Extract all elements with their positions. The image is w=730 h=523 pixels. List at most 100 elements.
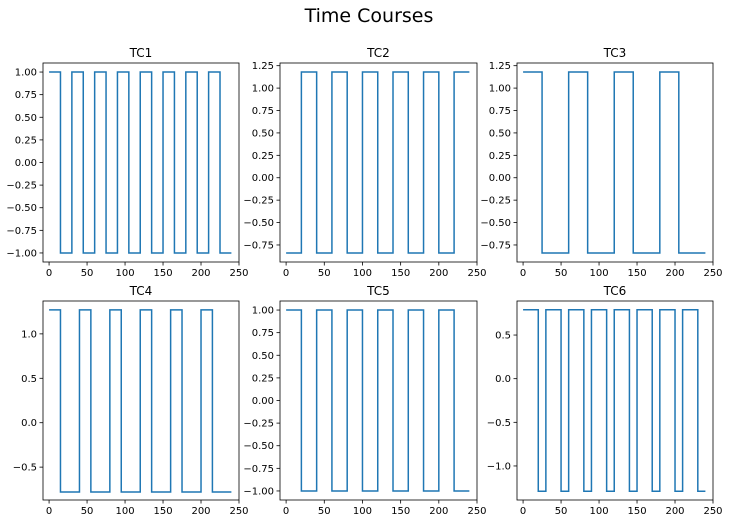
y-tick-label-tc5: 0.25 [252, 373, 274, 384]
y-tick-label-tc2: 1.00 [252, 84, 274, 95]
series-line-tc6 [523, 308, 706, 493]
y-tick-label-tc3: 0.00 [489, 173, 511, 184]
x-tick-label-tc5: 50 [318, 506, 331, 517]
axes-frame-tc3 [516, 62, 714, 263]
x-tick-label-tc1: 200 [191, 268, 210, 279]
y-tick-label-tc5: −1.00 [243, 486, 274, 497]
subplot-title-tc4: TC4 [129, 284, 153, 298]
y-tick-label-tc4: 1.0 [21, 329, 37, 340]
x-tick-label-tc1: 0 [46, 268, 52, 279]
x-tick-label-tc4: 0 [46, 506, 52, 517]
x-tick-label-tc2: 50 [318, 268, 331, 279]
y-tick-label-tc6: 0.5 [495, 331, 511, 342]
y-tick-label-tc5: −0.75 [243, 464, 274, 475]
y-tick-label-tc1: 0.50 [15, 113, 37, 124]
x-tick-label-tc4: 250 [229, 506, 248, 517]
y-tick-label-tc3: 0.25 [489, 151, 511, 162]
y-tick-label-tc1: 0.75 [15, 90, 37, 101]
axes-frame-tc4 [42, 300, 240, 501]
axes-frame-tc6 [516, 300, 714, 501]
y-tick-label-tc5: 0.50 [252, 351, 274, 362]
axes-frame-tc2 [279, 62, 478, 263]
y-tick-label-tc3: 1.00 [489, 84, 511, 95]
subplot-title-tc2: TC2 [366, 46, 390, 60]
series-line-tc1 [49, 71, 232, 254]
x-tick-label-tc2: 100 [353, 268, 372, 279]
x-tick-label-tc3: 0 [520, 268, 526, 279]
y-tick-label-tc3: 0.50 [489, 128, 511, 139]
x-tick-label-tc3: 200 [665, 268, 684, 279]
x-tick-label-tc5: 150 [391, 506, 410, 517]
axes-frame-tc5 [279, 300, 478, 501]
y-tick-label-tc2: −0.50 [243, 218, 274, 229]
y-tick-label-tc3: −0.50 [480, 218, 511, 229]
x-tick-label-tc1: 100 [115, 268, 134, 279]
x-tick-label-tc2: 0 [283, 268, 289, 279]
y-tick-label-tc4: −0.5 [13, 463, 37, 474]
subplot-tc6: TC6 0 50 100 150 200 250 0.5 0.0 −0.5 −1.0 [487, 284, 723, 517]
y-tick-label-tc2: 1.25 [252, 61, 274, 72]
x-tick-label-tc2: 200 [429, 268, 448, 279]
x-tick-label-tc1: 50 [81, 268, 94, 279]
y-tick-label-tc5: 0.75 [252, 328, 274, 339]
subplot-title-tc5: TC5 [366, 284, 390, 298]
y-tick-label-tc1: −0.50 [6, 203, 37, 214]
subplot-title-tc1: TC1 [129, 46, 153, 60]
y-tick-label-tc6: −1.0 [487, 461, 511, 472]
x-tick-label-tc3: 150 [627, 268, 646, 279]
x-tick-label-tc4: 150 [153, 506, 172, 517]
y-tick-label-tc1: −0.75 [6, 226, 37, 237]
x-tick-label-tc2: 250 [467, 268, 486, 279]
x-tick-label-tc2: 150 [391, 268, 410, 279]
subplot-title-tc6: TC6 [603, 284, 627, 298]
x-tick-label-tc6: 200 [665, 506, 684, 517]
y-tick-label-tc2: 0.75 [252, 106, 274, 117]
series-line-tc5 [286, 309, 470, 492]
x-tick-label-tc4: 100 [115, 506, 134, 517]
subplot-tc3: TC3 0 50 100 150 200 250 1.25 1.00 0.75 0.50 0.25 0.… [480, 46, 722, 279]
series-line-tc3 [523, 71, 706, 254]
y-tick-label-tc2: 0.00 [252, 173, 274, 184]
y-tick-label-tc4: 0.0 [21, 418, 37, 429]
subplot-tc1: TC1 0 50 100 150 200 250 1.00 0.75 0.50 0.25 0.00 −0… [6, 46, 248, 279]
x-tick-label-tc5: 100 [353, 506, 372, 517]
y-tick-label-tc2: −0.75 [243, 240, 274, 251]
x-tick-label-tc6: 50 [555, 506, 568, 517]
x-tick-label-tc4: 50 [81, 506, 94, 517]
y-tick-label-tc6: −0.5 [487, 418, 511, 429]
y-tick-label-tc3: 0.75 [489, 106, 511, 117]
x-tick-label-tc6: 100 [589, 506, 608, 517]
figure-title: Time Courses [304, 5, 434, 27]
x-tick-label-tc5: 200 [429, 506, 448, 517]
y-tick-label-tc3: −0.25 [480, 196, 511, 207]
subplot-tc5: TC5 0 50 100 150 200 250 1.00 0.75 0.50 0.25 0.00 −0… [243, 284, 486, 517]
x-tick-label-tc3: 50 [555, 268, 568, 279]
series-line-tc4 [49, 309, 232, 493]
y-tick-label-tc2: 0.25 [252, 151, 274, 162]
y-tick-label-tc1: −0.25 [6, 181, 37, 192]
y-tick-label-tc5: 0.00 [252, 396, 274, 407]
x-tick-label-tc6: 0 [520, 506, 526, 517]
x-tick-label-tc6: 250 [703, 506, 722, 517]
y-tick-label-tc5: −0.25 [243, 419, 274, 430]
x-tick-label-tc3: 250 [703, 268, 722, 279]
x-tick-label-tc5: 0 [283, 506, 289, 517]
x-tick-label-tc3: 100 [589, 268, 608, 279]
y-tick-label-tc6: 0.0 [495, 374, 511, 385]
subplot-tc4: TC4 0 50 100 150 200 250 1.0 0.5 0.0 −0.5 [13, 284, 249, 517]
y-tick-label-tc3: −0.75 [480, 240, 511, 251]
x-tick-label-tc6: 150 [627, 506, 646, 517]
y-tick-label-tc1: −1.00 [6, 248, 37, 259]
y-tick-label-tc3: 1.25 [489, 61, 511, 72]
x-tick-label-tc1: 150 [153, 268, 172, 279]
x-tick-label-tc1: 250 [229, 268, 248, 279]
x-tick-label-tc4: 200 [191, 506, 210, 517]
y-tick-label-tc1: 1.00 [15, 68, 37, 79]
y-tick-label-tc2: 0.50 [252, 128, 274, 139]
subplot-title-tc3: TC3 [603, 46, 627, 60]
y-tick-label-tc1: 0.25 [15, 135, 37, 146]
subplot-tc2: TC2 0 50 100 150 200 250 1.25 1.00 0.75 0.50 0.25 0.… [243, 46, 486, 279]
y-tick-label-tc5: 1.00 [252, 306, 274, 317]
series-line-tc2 [286, 71, 470, 254]
